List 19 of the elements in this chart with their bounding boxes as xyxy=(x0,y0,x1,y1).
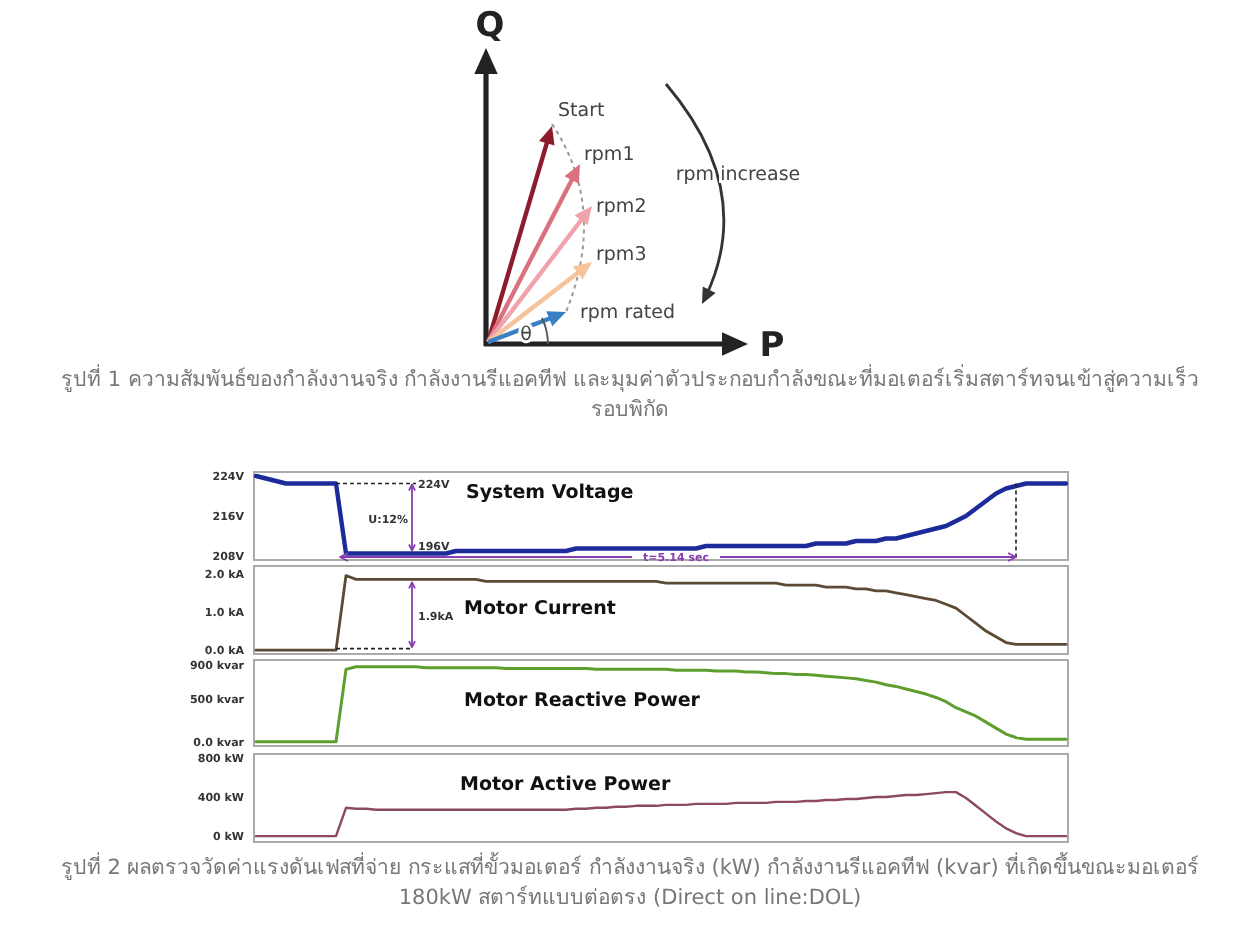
text: rpm2 xyxy=(596,196,647,218)
text: Motor Current xyxy=(464,598,617,620)
text: Motor Active Power xyxy=(460,774,671,796)
text: θ xyxy=(520,324,533,346)
text: รูปที่ 1 ความสัมพันธ์ของกำลังงานจริง กำลังงานรีแอคทีฟ และมุมค่าตัวประกอบกำลังขณะที่มอเตอร์เริ่มสตาร์ทจนเข้าสู่ความเร็วรอบพิกัด xyxy=(58,366,1202,426)
line-series xyxy=(254,665,1068,744)
text: rpm3 xyxy=(596,244,647,266)
text: rpm increase xyxy=(675,164,801,186)
text: P xyxy=(759,326,785,366)
text: Motor Reactive Power xyxy=(464,690,701,712)
text: rpm rated xyxy=(580,302,676,324)
text: รูปที่ 2 ผลตรวจวัดค่าแรงดันเฟสที่จ่าย กระแสที่ขั้วมอเตอร์ กำลังงานจริง (kW) กำลังงานรีแอคทีฟ (kvar) ที่เกิดขึ้นขณะมอเตอร์ 180kW สตาร์ทแบบต่อตรง (Direct on line:DOL) xyxy=(58,854,1202,914)
line-series xyxy=(253,473,1069,556)
text: System Voltage xyxy=(466,482,634,504)
text: Q xyxy=(475,6,505,46)
text: rpm1 xyxy=(584,144,635,166)
line-series xyxy=(254,574,1068,652)
text: Start xyxy=(558,100,605,122)
line-series xyxy=(254,790,1068,838)
